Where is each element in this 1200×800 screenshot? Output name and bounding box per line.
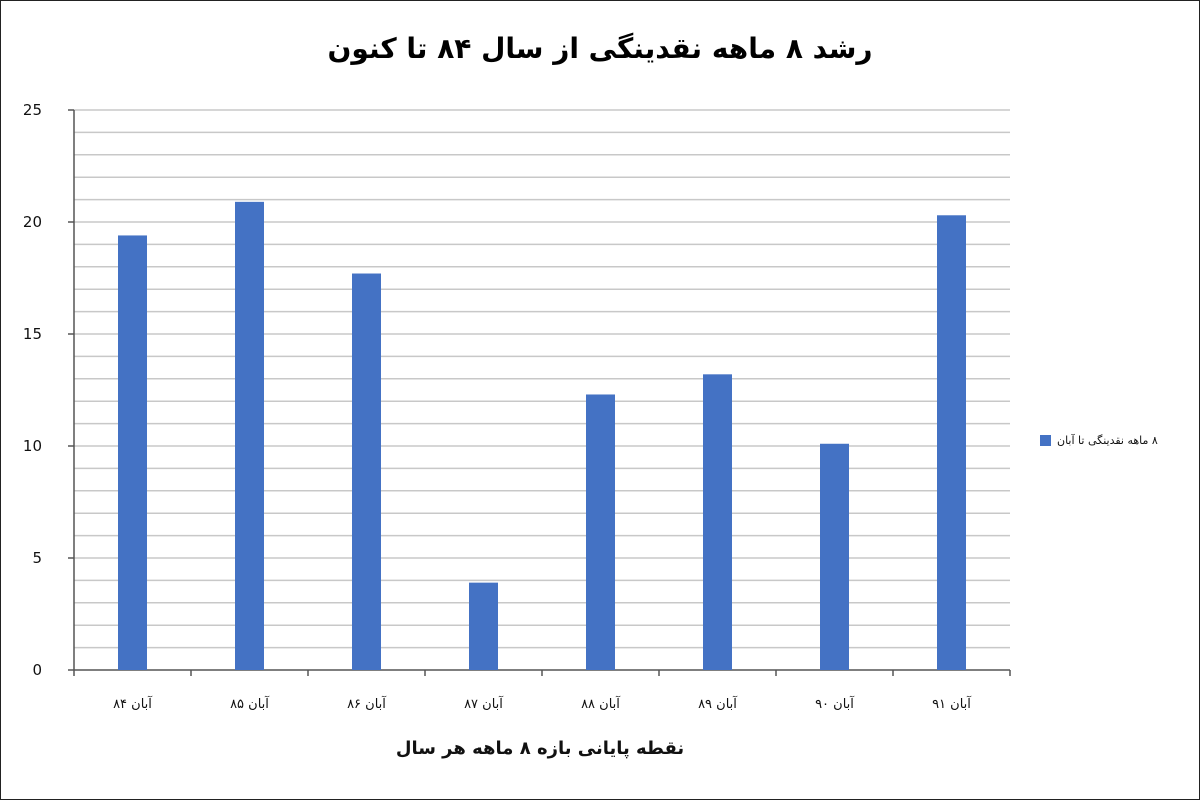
legend-label: ۸ ماهه نقدینگی تا آبان bbox=[1057, 434, 1158, 447]
bar bbox=[118, 235, 147, 670]
y-tick-label: 25 bbox=[23, 101, 42, 119]
x-tick-label: آبان ۸۹ bbox=[698, 695, 738, 712]
x-tick-label: آبان ۸۵ bbox=[230, 695, 270, 712]
bar bbox=[352, 273, 381, 670]
x-tick-label: آبان ۸۷ bbox=[464, 695, 504, 712]
y-tick-labels: 0 5 10 15 20 25 bbox=[23, 101, 42, 679]
x-tick-label: آبان ۹۱ bbox=[932, 695, 972, 712]
x-tick-label: آبان ۸۶ bbox=[347, 695, 387, 712]
y-tick-label: 5 bbox=[32, 549, 42, 567]
x-tick-label: آبان ۸۸ bbox=[581, 695, 621, 712]
bar bbox=[586, 394, 615, 670]
bars bbox=[118, 201, 966, 670]
axes bbox=[68, 109, 1011, 676]
y-tick-label: 15 bbox=[23, 325, 42, 343]
y-tick-label: 20 bbox=[23, 213, 42, 231]
y-tick-label: 0 bbox=[32, 661, 42, 679]
y-tick-label: 10 bbox=[23, 437, 42, 455]
x-tick-labels: آبان ۸۴ آبان ۸۵ آبان ۸۶ آبان ۸۷ آبان ۸۸ آبان … bbox=[113, 695, 972, 712]
x-axis-title: نقطه پایانی بازه ۸ ماهه هر سال bbox=[395, 738, 685, 759]
legend: ۸ ماهه نقدینگی تا آبان bbox=[1040, 434, 1190, 447]
bar bbox=[703, 374, 732, 670]
chart-title: رشد ۸ ماهه نقدینگی از سال ۸۴ تا کنون bbox=[327, 32, 873, 65]
legend-swatch bbox=[1040, 435, 1051, 446]
bar bbox=[235, 201, 264, 670]
bar bbox=[820, 443, 849, 670]
bar bbox=[469, 582, 498, 670]
bar bbox=[937, 215, 966, 670]
gridlines bbox=[74, 109, 1010, 649]
x-tick-label: آبان ۹۰ bbox=[815, 695, 855, 712]
x-tick-label: آبان ۸۴ bbox=[113, 695, 153, 712]
